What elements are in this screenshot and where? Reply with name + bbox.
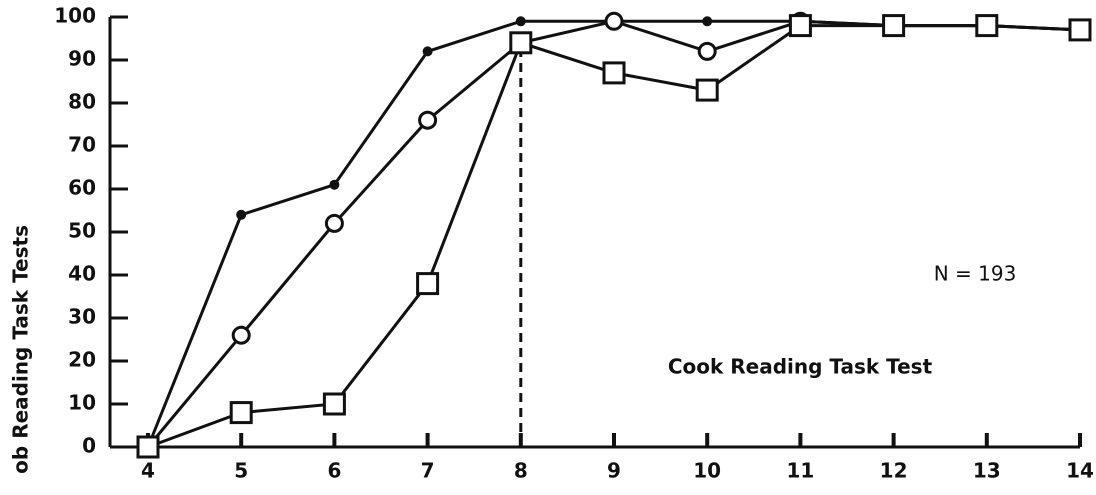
x-tick-label: 4 — [141, 459, 155, 483]
x-tick-label: 13 — [973, 459, 1001, 483]
y-tick-label: 60 — [68, 176, 96, 200]
x-tick-label: 8 — [514, 459, 528, 483]
series-line — [146, 19, 1081, 448]
y-tick-label: 20 — [68, 348, 96, 372]
point — [229, 401, 253, 425]
y-tick-label: 30 — [68, 305, 96, 329]
point — [418, 110, 438, 130]
point — [1068, 18, 1092, 42]
point — [882, 14, 906, 38]
y-tick-label: 10 — [68, 391, 96, 415]
point — [602, 61, 626, 85]
point — [136, 435, 160, 459]
x-tick-label: 5 — [234, 459, 248, 483]
point — [324, 213, 344, 233]
x-tick-label: 7 — [421, 459, 435, 483]
point — [515, 16, 526, 27]
y-tick-label: 80 — [68, 90, 96, 114]
series-line — [147, 24, 1081, 449]
point — [422, 46, 433, 57]
point — [329, 179, 340, 190]
point — [604, 11, 624, 31]
point — [509, 31, 533, 55]
point — [975, 14, 999, 38]
x-tick-label: 10 — [693, 459, 721, 483]
point — [788, 14, 812, 38]
annotation: N = 193 — [934, 262, 1017, 286]
point — [236, 209, 247, 220]
point — [231, 325, 251, 345]
y-tick-label: 50 — [68, 219, 96, 243]
x-tick-label: 11 — [786, 459, 814, 483]
point — [702, 16, 713, 27]
point — [697, 41, 717, 61]
x-tick-label: 14 — [1066, 459, 1094, 483]
y-tick-label: 90 — [68, 47, 96, 71]
x-tick-label: 12 — [880, 459, 908, 483]
annotation: Cook Reading Task Test — [668, 355, 933, 379]
y-tick-label: 40 — [68, 262, 96, 286]
x-tick-label: 9 — [607, 459, 621, 483]
series-line — [146, 19, 1081, 448]
x-tick-label: 6 — [327, 459, 341, 483]
point — [416, 272, 440, 296]
y-tick-label: 70 — [68, 133, 96, 157]
point — [322, 392, 346, 416]
y-tick-label: 100 — [54, 4, 96, 28]
point — [695, 78, 719, 102]
y-tick-label: 0 — [82, 434, 96, 458]
y-axis-label: ob Reading Task Tests — [9, 225, 33, 474]
